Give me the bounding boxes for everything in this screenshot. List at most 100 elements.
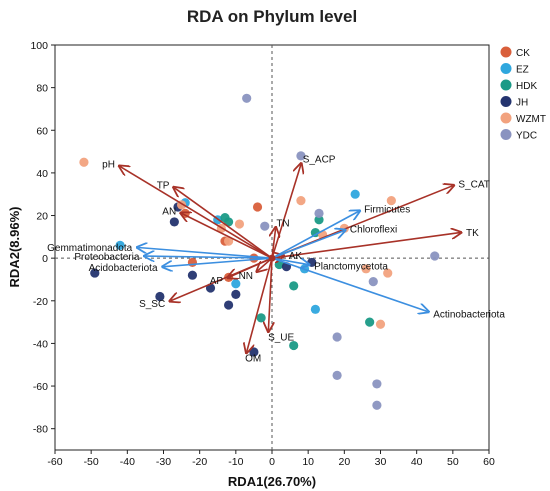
point-ez	[310, 304, 320, 314]
point-jh	[187, 270, 198, 280]
legend-swatch-ydc	[500, 129, 512, 140]
x-tick-label: 40	[411, 456, 423, 468]
vector-label-s_cat: S_CAT	[458, 179, 490, 190]
vector-labels: pH TP AN S_ACP S_CAT TK TN AK AP NN S_SC S_UE OM Firm…	[47, 155, 505, 365]
y-tick-label: 80	[36, 83, 48, 95]
point-wzmt	[296, 196, 306, 206]
x-tick-label: 0	[269, 456, 275, 468]
vector-tk	[271, 233, 460, 259]
point-ydc	[260, 221, 270, 231]
point-hdk	[365, 317, 375, 327]
legend-label-ydc: YDC	[516, 131, 537, 142]
x-tick-label: 60	[483, 456, 495, 468]
vector-label-acidobacteriota: Acidobacteriota	[89, 263, 158, 274]
vector-label-planctomycetota: Planctomycetota	[314, 262, 388, 273]
vector-s_ue	[268, 258, 272, 330]
point-ydc	[314, 208, 324, 218]
legend-label-ez: EZ	[516, 65, 529, 76]
vector-tn	[272, 228, 276, 259]
legend-label-jh: JH	[516, 98, 528, 109]
point-ydc	[430, 251, 440, 261]
x-tick-label: -60	[47, 456, 62, 468]
vector-label-tn: TN	[276, 218, 289, 229]
x-tick-label: 20	[338, 456, 350, 468]
vector-firmicutes	[271, 211, 359, 259]
point-wzmt	[361, 264, 371, 274]
legend-label-hdk: HDK	[516, 81, 537, 92]
vector-arrows	[120, 164, 460, 352]
vector-label-s_acp: S_ACP	[303, 155, 336, 166]
legend-swatch-wzmt	[500, 112, 512, 124]
y-tick-label: -20	[33, 296, 48, 308]
vector-label-ph: pH	[102, 159, 115, 170]
x-tick-label: -50	[84, 456, 99, 468]
vector-label-an: AN	[162, 207, 176, 218]
x-tick-label: -30	[156, 456, 171, 468]
y-axis: 100 80 60 40 20 0 -20 -40 -60 -80	[30, 40, 55, 436]
vector-label-om: OM	[245, 354, 261, 365]
point-ydc	[372, 400, 382, 410]
vector-ph	[120, 167, 273, 259]
point-hdk	[310, 227, 320, 238]
vector-label-chloroflexi: Chloroflexi	[350, 224, 397, 235]
legend-swatch-hdk	[500, 79, 512, 91]
vector-label-proteobacteria: Proteobacteria	[74, 252, 139, 263]
vector-proteobacteria	[145, 256, 273, 258]
point-wzmt	[375, 319, 386, 329]
vector-planctomycetota	[271, 257, 308, 264]
x-axis-title: RDA1(26.70%)	[228, 474, 316, 489]
x-tick-label: 10	[302, 456, 314, 468]
point-ez	[350, 189, 360, 199]
vector-an	[182, 213, 273, 259]
vector-label-tp: TP	[157, 180, 170, 191]
x-tick-label: 30	[375, 456, 387, 468]
point-hdk	[314, 215, 324, 225]
y-tick-label: -60	[33, 381, 48, 393]
legend-swatch-ez	[500, 63, 512, 74]
point-hdk	[289, 281, 299, 291]
point-ydc	[296, 151, 306, 161]
vector-label-tk: TK	[466, 228, 479, 239]
vector-s_sc	[171, 257, 273, 301]
point-wzmt	[224, 236, 234, 246]
chart-title: RDA on Phylum level	[187, 7, 357, 26]
x-tick-label: -10	[228, 456, 243, 468]
y-tick-label: 60	[36, 125, 48, 137]
legend: CK EZ HDK JH WZMT YDC	[500, 46, 546, 142]
point-ez	[231, 279, 241, 289]
vector-label-actinobacteriota: Actinobacteriota	[433, 309, 505, 320]
point-ck	[187, 257, 198, 268]
y-tick-label: -80	[33, 424, 48, 436]
vector-label-ap: AP	[210, 276, 224, 287]
x-tick-label: -40	[120, 456, 135, 468]
point-ydc	[332, 370, 342, 380]
point-jh	[224, 300, 234, 310]
vector-label-ak: AK	[289, 251, 303, 262]
vector-label-s_ue: S_UE	[268, 333, 294, 344]
point-hdk	[289, 340, 299, 351]
x-tick-label: 50	[447, 456, 459, 468]
point-ydc	[332, 332, 342, 342]
point-jh	[90, 268, 100, 278]
sample-points	[79, 93, 440, 410]
point-wzmt	[383, 268, 393, 278]
x-axis: -60 -50 -40 -30 -20 -10 0 10 20 30 40 50 60	[47, 450, 495, 468]
y-tick-label: 20	[36, 211, 48, 223]
vector-label-firmicutes: Firmicutes	[364, 204, 410, 215]
y-tick-label: 100	[30, 40, 48, 52]
point-ydc	[242, 93, 252, 103]
point-jh	[169, 217, 179, 227]
vector-om	[247, 257, 273, 352]
vector-chloroflexi	[271, 230, 344, 259]
vector-acidobacteriota	[164, 257, 273, 267]
legend-swatch-jh	[500, 96, 512, 107]
point-hdk	[256, 313, 266, 323]
y-tick-label: 0	[42, 253, 48, 265]
point-wzmt	[234, 219, 245, 229]
vector-label-nn: NN	[239, 271, 253, 282]
vector-gemmatimonadota	[138, 248, 273, 259]
vector-label-gemmatimonadota: Gemmatimonadota	[47, 243, 132, 254]
point-ydc	[368, 277, 378, 287]
